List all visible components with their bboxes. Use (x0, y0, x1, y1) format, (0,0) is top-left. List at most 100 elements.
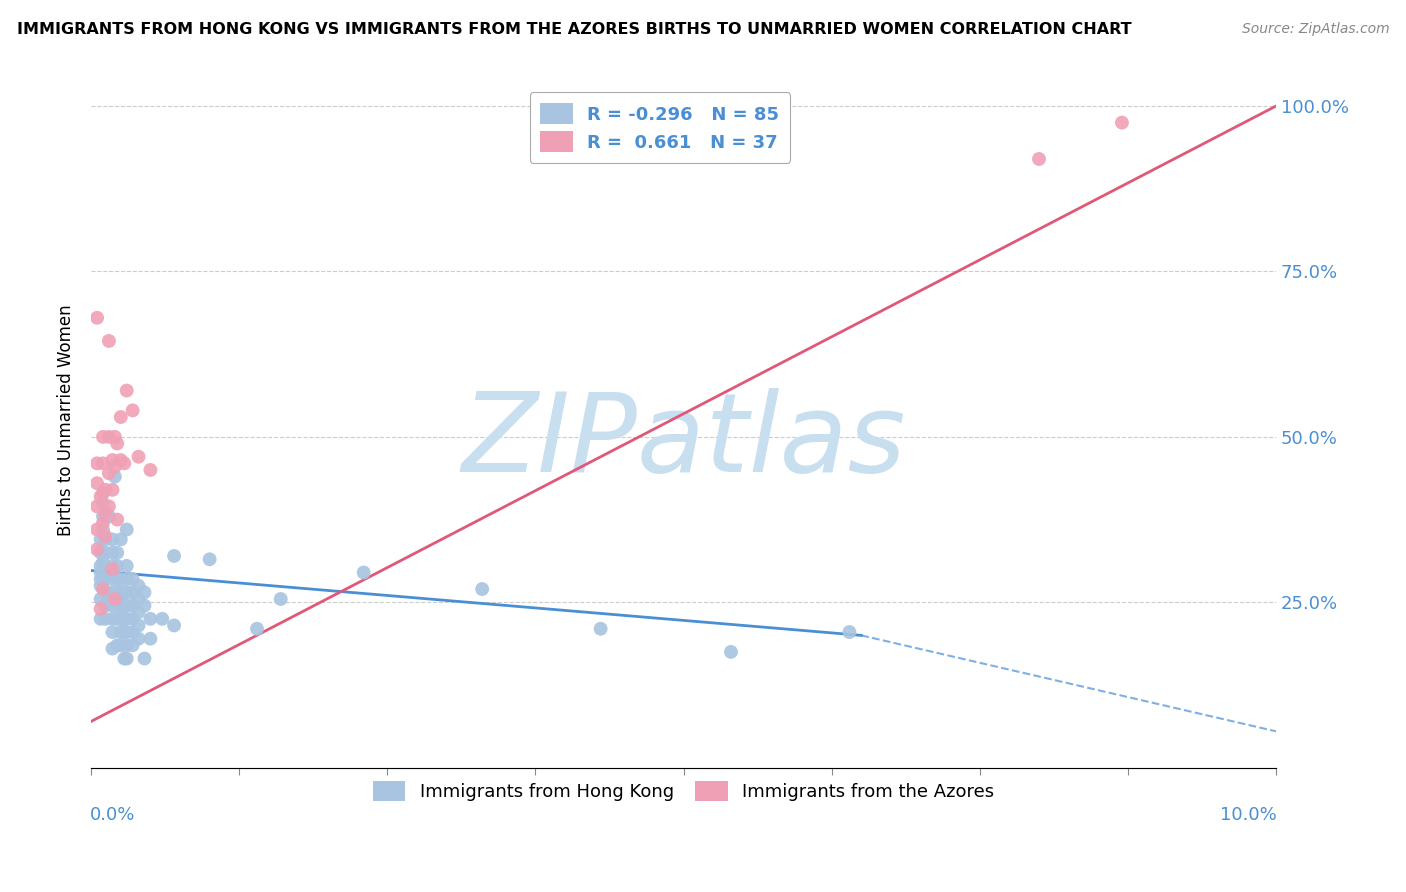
Point (90, 579, 112, 593)
Point (112, 651, 135, 665)
Point (471, 582, 494, 596)
Point (121, 572, 143, 586)
Point (110, 585, 132, 599)
Point (101, 572, 124, 586)
Point (94, 533, 117, 547)
Point (86, 500, 108, 514)
Text: IMMIGRANTS FROM HONG KONG VS IMMIGRANTS FROM THE AZORES BIRTHS TO UNMARRIED WOME: IMMIGRANTS FROM HONG KONG VS IMMIGRANTS … (17, 22, 1132, 37)
Point (97, 334, 120, 348)
Point (94, 546, 117, 560)
Text: ZIPatlas: ZIPatlas (461, 388, 905, 495)
Point (115, 384, 138, 398)
Point (101, 483, 124, 497)
Point (101, 453, 124, 467)
Point (110, 572, 132, 586)
Point (115, 651, 138, 665)
Point (97, 467, 120, 481)
Point (105, 638, 128, 652)
Point (90, 558, 112, 573)
Point (198, 552, 221, 566)
Point (104, 592, 127, 607)
Point (115, 585, 138, 599)
Point (110, 410, 132, 425)
Point (97, 509, 120, 524)
Point (112, 456, 135, 470)
Point (838, 625, 860, 640)
Point (115, 558, 138, 573)
Point (91, 430, 114, 444)
Y-axis label: Births to Unmarried Women: Births to Unmarried Women (58, 304, 75, 536)
Point (134, 651, 156, 665)
Point (91, 582, 114, 596)
Point (86, 476, 108, 491)
Point (121, 599, 143, 613)
Point (86, 310, 108, 325)
Point (1028, 152, 1050, 166)
Point (115, 523, 138, 537)
Point (105, 558, 128, 573)
Point (121, 638, 143, 652)
Point (91, 516, 114, 530)
Point (134, 585, 156, 599)
Point (128, 579, 150, 593)
Point (128, 618, 150, 632)
Point (720, 645, 742, 659)
Point (353, 566, 375, 580)
Point (270, 592, 292, 607)
Point (128, 450, 150, 464)
Point (91, 556, 114, 570)
Point (246, 622, 269, 636)
Point (97, 500, 120, 514)
Point (150, 612, 173, 626)
Point (101, 612, 124, 626)
Point (90, 592, 112, 607)
Point (112, 599, 135, 613)
Point (115, 572, 138, 586)
Point (589, 622, 612, 636)
Point (139, 463, 162, 477)
Point (115, 612, 138, 626)
Point (94, 483, 117, 497)
Point (110, 638, 132, 652)
Point (105, 612, 128, 626)
Point (91, 486, 114, 500)
Point (139, 632, 162, 646)
Point (94, 599, 117, 613)
Point (105, 599, 128, 613)
Point (115, 599, 138, 613)
Point (101, 533, 124, 547)
Point (105, 546, 128, 560)
Point (91, 509, 114, 524)
Point (110, 625, 132, 640)
Point (94, 612, 117, 626)
Point (104, 430, 127, 444)
Point (110, 599, 132, 613)
Point (110, 533, 132, 547)
Point (91, 496, 114, 510)
Point (90, 612, 112, 626)
Point (105, 572, 128, 586)
Point (163, 618, 186, 632)
Point (115, 638, 138, 652)
Point (94, 572, 117, 586)
Point (121, 403, 143, 417)
Point (121, 612, 143, 626)
Point (86, 456, 108, 470)
Point (110, 453, 132, 467)
Point (91, 523, 114, 537)
Point (101, 625, 124, 640)
Point (128, 605, 150, 619)
Point (112, 585, 135, 599)
Point (97, 589, 120, 603)
Point (101, 562, 124, 576)
Point (112, 612, 135, 626)
Point (90, 546, 112, 560)
Point (90, 572, 112, 586)
Text: 10.0%: 10.0% (1220, 805, 1277, 824)
Point (105, 585, 128, 599)
Point (105, 436, 128, 450)
Point (90, 533, 112, 547)
Point (101, 546, 124, 560)
Point (90, 490, 112, 504)
Point (90, 602, 112, 616)
